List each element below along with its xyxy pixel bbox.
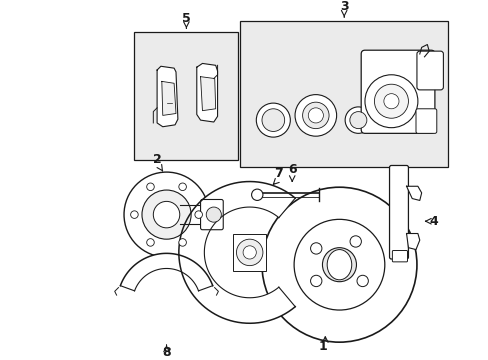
Circle shape [262, 187, 416, 342]
Circle shape [322, 248, 356, 282]
Polygon shape [406, 186, 421, 201]
Circle shape [179, 183, 186, 190]
Ellipse shape [326, 249, 351, 280]
Circle shape [310, 243, 321, 254]
FancyBboxPatch shape [389, 166, 407, 259]
Circle shape [349, 236, 361, 247]
Circle shape [256, 103, 290, 137]
Polygon shape [120, 253, 212, 291]
Circle shape [293, 219, 384, 310]
Circle shape [243, 246, 256, 259]
FancyBboxPatch shape [415, 109, 436, 133]
Polygon shape [196, 63, 217, 122]
Circle shape [251, 189, 263, 201]
Circle shape [374, 84, 407, 118]
Text: 2: 2 [152, 153, 161, 166]
Circle shape [364, 75, 417, 128]
Text: 8: 8 [162, 346, 170, 359]
Circle shape [262, 109, 284, 131]
Bar [134, 32, 238, 160]
FancyBboxPatch shape [416, 51, 443, 90]
Circle shape [124, 172, 209, 257]
FancyBboxPatch shape [361, 50, 434, 133]
Circle shape [153, 201, 180, 228]
Text: 1: 1 [318, 340, 327, 353]
Bar [233, 234, 265, 271]
Circle shape [206, 207, 221, 222]
Circle shape [302, 102, 328, 129]
FancyBboxPatch shape [391, 251, 407, 262]
Text: 6: 6 [287, 163, 296, 176]
Circle shape [130, 211, 138, 219]
Circle shape [310, 275, 321, 287]
Polygon shape [406, 234, 419, 249]
Polygon shape [157, 66, 178, 127]
FancyBboxPatch shape [200, 199, 223, 230]
Polygon shape [179, 181, 295, 323]
Polygon shape [162, 81, 176, 116]
Text: 3: 3 [339, 0, 348, 13]
Circle shape [349, 112, 366, 129]
Circle shape [146, 183, 154, 190]
Circle shape [383, 94, 398, 109]
Text: 4: 4 [428, 215, 437, 228]
Circle shape [146, 239, 154, 246]
Circle shape [236, 239, 263, 266]
Bar [240, 21, 447, 167]
Text: 5: 5 [182, 12, 190, 25]
Circle shape [345, 107, 371, 133]
Circle shape [307, 108, 323, 123]
Polygon shape [200, 77, 215, 111]
Circle shape [179, 239, 186, 246]
Circle shape [294, 95, 336, 136]
Circle shape [356, 275, 367, 287]
Text: 7: 7 [273, 167, 282, 180]
Circle shape [142, 190, 191, 239]
Circle shape [195, 211, 202, 219]
